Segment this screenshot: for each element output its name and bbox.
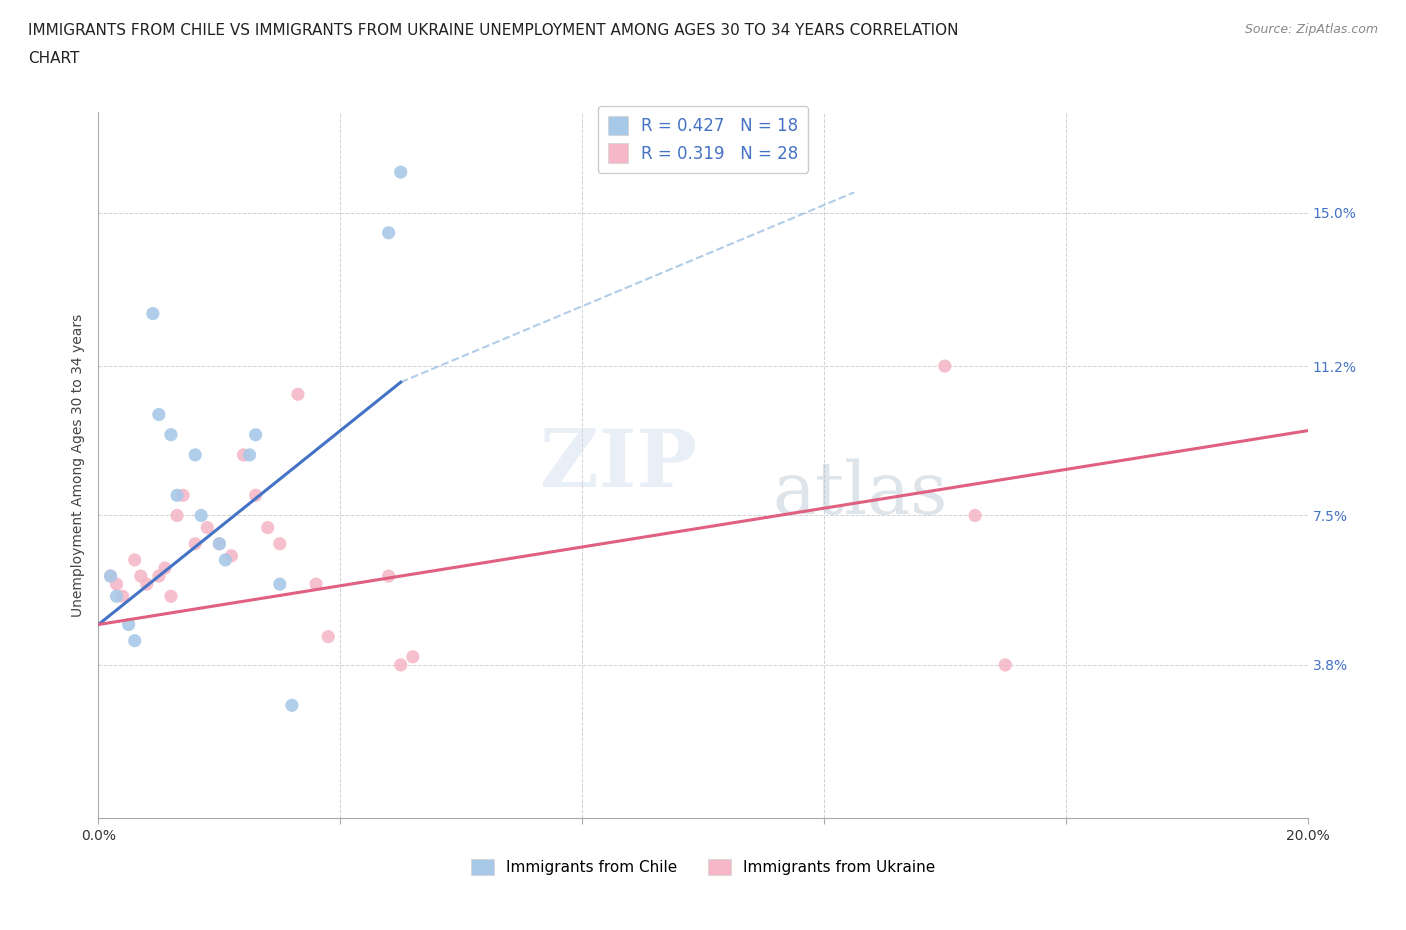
Y-axis label: Unemployment Among Ages 30 to 34 years: Unemployment Among Ages 30 to 34 years [70, 313, 84, 617]
Point [190, 508, 212, 523]
Point [269, 537, 291, 551]
Point [172, 488, 194, 503]
Point [256, 520, 278, 535]
Point [105, 577, 128, 591]
Point [124, 552, 146, 567]
Point [305, 577, 328, 591]
Point [994, 658, 1017, 672]
Point [118, 618, 141, 632]
Point [195, 520, 218, 535]
Point [135, 577, 157, 591]
Point [208, 537, 231, 551]
Point [377, 568, 399, 583]
Point [245, 488, 267, 503]
Point [316, 630, 339, 644]
Point [129, 568, 152, 583]
Point [402, 649, 425, 664]
Point [148, 568, 170, 583]
Point [105, 589, 128, 604]
Point [100, 568, 122, 583]
Point [377, 225, 399, 240]
Point [208, 537, 231, 551]
Point [965, 508, 987, 523]
Point [389, 658, 412, 672]
Point [153, 561, 176, 576]
Text: ZIP: ZIP [540, 426, 697, 504]
Point [245, 427, 267, 442]
Point [239, 447, 262, 462]
Point [100, 568, 122, 583]
Text: IMMIGRANTS FROM CHILE VS IMMIGRANTS FROM UKRAINE UNEMPLOYMENT AMONG AGES 30 TO 3: IMMIGRANTS FROM CHILE VS IMMIGRANTS FROM… [28, 23, 959, 38]
Point [221, 549, 243, 564]
Point [184, 537, 207, 551]
Text: Source: ZipAtlas.com: Source: ZipAtlas.com [1244, 23, 1378, 36]
Text: CHART: CHART [28, 51, 80, 66]
Point [148, 407, 170, 422]
Point [184, 447, 207, 462]
Point [287, 387, 309, 402]
Point [124, 633, 146, 648]
Point [934, 359, 956, 374]
Text: atlas: atlas [772, 458, 948, 528]
Point [166, 488, 188, 503]
Point [269, 577, 291, 591]
Point [232, 447, 254, 462]
Point [166, 508, 188, 523]
Point [281, 698, 304, 712]
Point [111, 589, 134, 604]
Point [142, 306, 165, 321]
Legend: Immigrants from Chile, Immigrants from Ukraine: Immigrants from Chile, Immigrants from U… [465, 853, 941, 882]
Point [389, 165, 412, 179]
Point [160, 589, 183, 604]
Point [160, 427, 183, 442]
Point [214, 552, 236, 567]
